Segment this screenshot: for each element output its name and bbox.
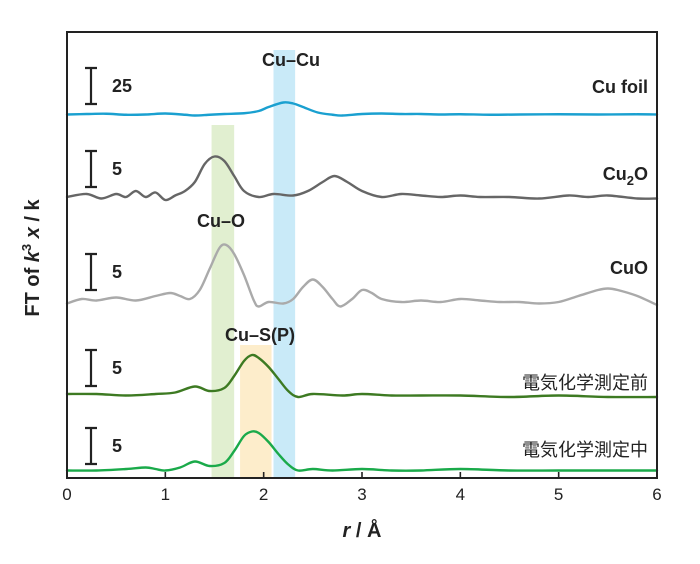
series-line-5 [65, 430, 659, 472]
scale-bar [85, 348, 97, 388]
scale-bars: 25 5 5 5 5 [85, 66, 132, 466]
band-cu-s-p [240, 345, 272, 478]
x-tick-label: 5 [554, 485, 563, 504]
series-line-2 [65, 155, 659, 202]
scale-bar [85, 426, 97, 466]
x-tick-label: 3 [357, 485, 366, 504]
scale-bar-label: 5 [112, 262, 122, 282]
scale-bar [85, 149, 97, 189]
band-label-cu-cu: Cu–Cu [262, 50, 320, 70]
x-tick-label: 6 [652, 485, 661, 504]
plot-frame [66, 31, 658, 479]
scale-bar-label: 5 [112, 358, 122, 378]
series-label-5: 電気化学測定中 [522, 440, 648, 461]
x-tick-label: 4 [456, 485, 465, 504]
x-tick-label: 2 [259, 485, 268, 504]
series-label-1: Cu foil [592, 77, 648, 97]
y-axis-label: FT of k3 x / k [19, 198, 44, 316]
series-label-4: 電気化学測定前 [522, 373, 648, 394]
series-curves [65, 101, 659, 472]
scale-bar-label: 5 [112, 436, 122, 456]
scale-bar-label: 25 [112, 76, 132, 96]
x-axis-ticks: 0 1 2 3 4 5 6 [62, 472, 662, 504]
band-cu-cu [273, 50, 296, 478]
band-cu-o [211, 125, 235, 478]
x-axis-label: r / Å [343, 518, 382, 542]
scale-bar [85, 66, 97, 106]
x-tick-label: 0 [62, 485, 71, 504]
series-line-4 [65, 353, 659, 399]
band-labels: Cu–O Cu–S(P) Cu–Cu [197, 50, 320, 345]
series-label-3: CuO [610, 258, 648, 278]
series-line-1 [65, 101, 659, 117]
x-tick-label: 1 [161, 485, 170, 504]
scale-bar-label: 5 [112, 159, 122, 179]
scale-bar [85, 252, 97, 292]
series-label-2: Cu2O [603, 164, 648, 188]
band-label-cu-s-p: Cu–S(P) [225, 325, 295, 345]
band-label-cu-o: Cu–O [197, 211, 245, 231]
series-line-3 [65, 243, 659, 308]
